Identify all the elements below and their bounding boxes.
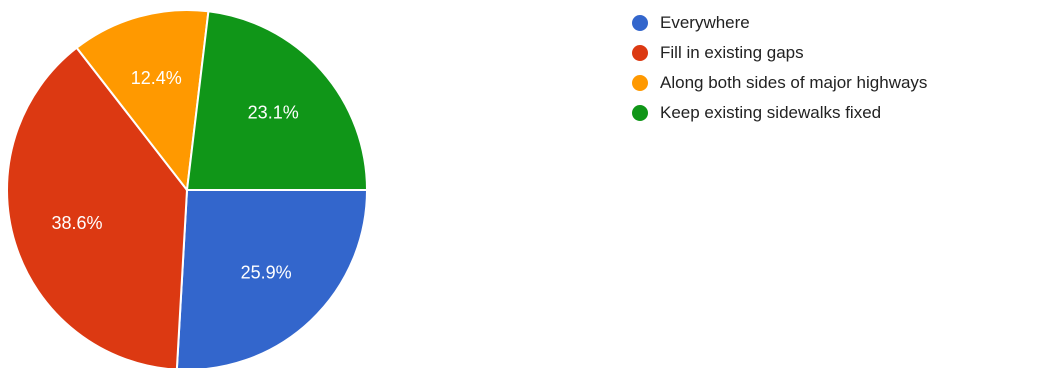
legend-label: Keep existing sidewalks fixed bbox=[660, 103, 882, 122]
pie-slice-along-both-sides-of-major-highways bbox=[75, 8, 210, 193]
legend-label: Everywhere bbox=[660, 13, 750, 32]
pie-slice-fill-in-existing-gaps bbox=[6, 46, 189, 368]
chart-legend: Everywhere Fill in existing gaps Along bot… bbox=[632, 8, 927, 128]
legend-label: Along both sides of major highways bbox=[660, 73, 928, 92]
legend-item-fill-in-existing-gaps: Fill in existing gaps bbox=[632, 38, 927, 68]
legend-label: Fill in existing gaps bbox=[660, 43, 804, 62]
pie-chart: 25.9% 38.6% 12.4% 23.1% bbox=[6, 8, 369, 368]
pie-slice-label-fill-in-existing-gaps: 38.6% bbox=[51, 213, 102, 233]
legend-swatch-icon bbox=[632, 45, 648, 61]
legend-swatch-icon bbox=[632, 15, 648, 31]
legend-item-along-both-sides-of-major-highways: Along both sides of major highways bbox=[632, 68, 927, 98]
legend-swatch-icon bbox=[632, 105, 648, 121]
pie-slice-everywhere bbox=[175, 189, 369, 368]
legend-swatch-icon bbox=[632, 75, 648, 91]
pie-slice-label-keep-existing-sidewalks-fixed: 23.1% bbox=[248, 102, 299, 122]
pie-slice-label-everywhere: 25.9% bbox=[241, 262, 292, 282]
pie-slice-keep-existing-sidewalks-fixed bbox=[185, 10, 369, 191]
legend-item-everywhere: Everywhere bbox=[632, 8, 927, 38]
pie-slice-label-along-both-sides-of-major-highways: 12.4% bbox=[131, 68, 182, 88]
legend-item-keep-existing-sidewalks-fixed: Keep existing sidewalks fixed bbox=[632, 98, 927, 128]
